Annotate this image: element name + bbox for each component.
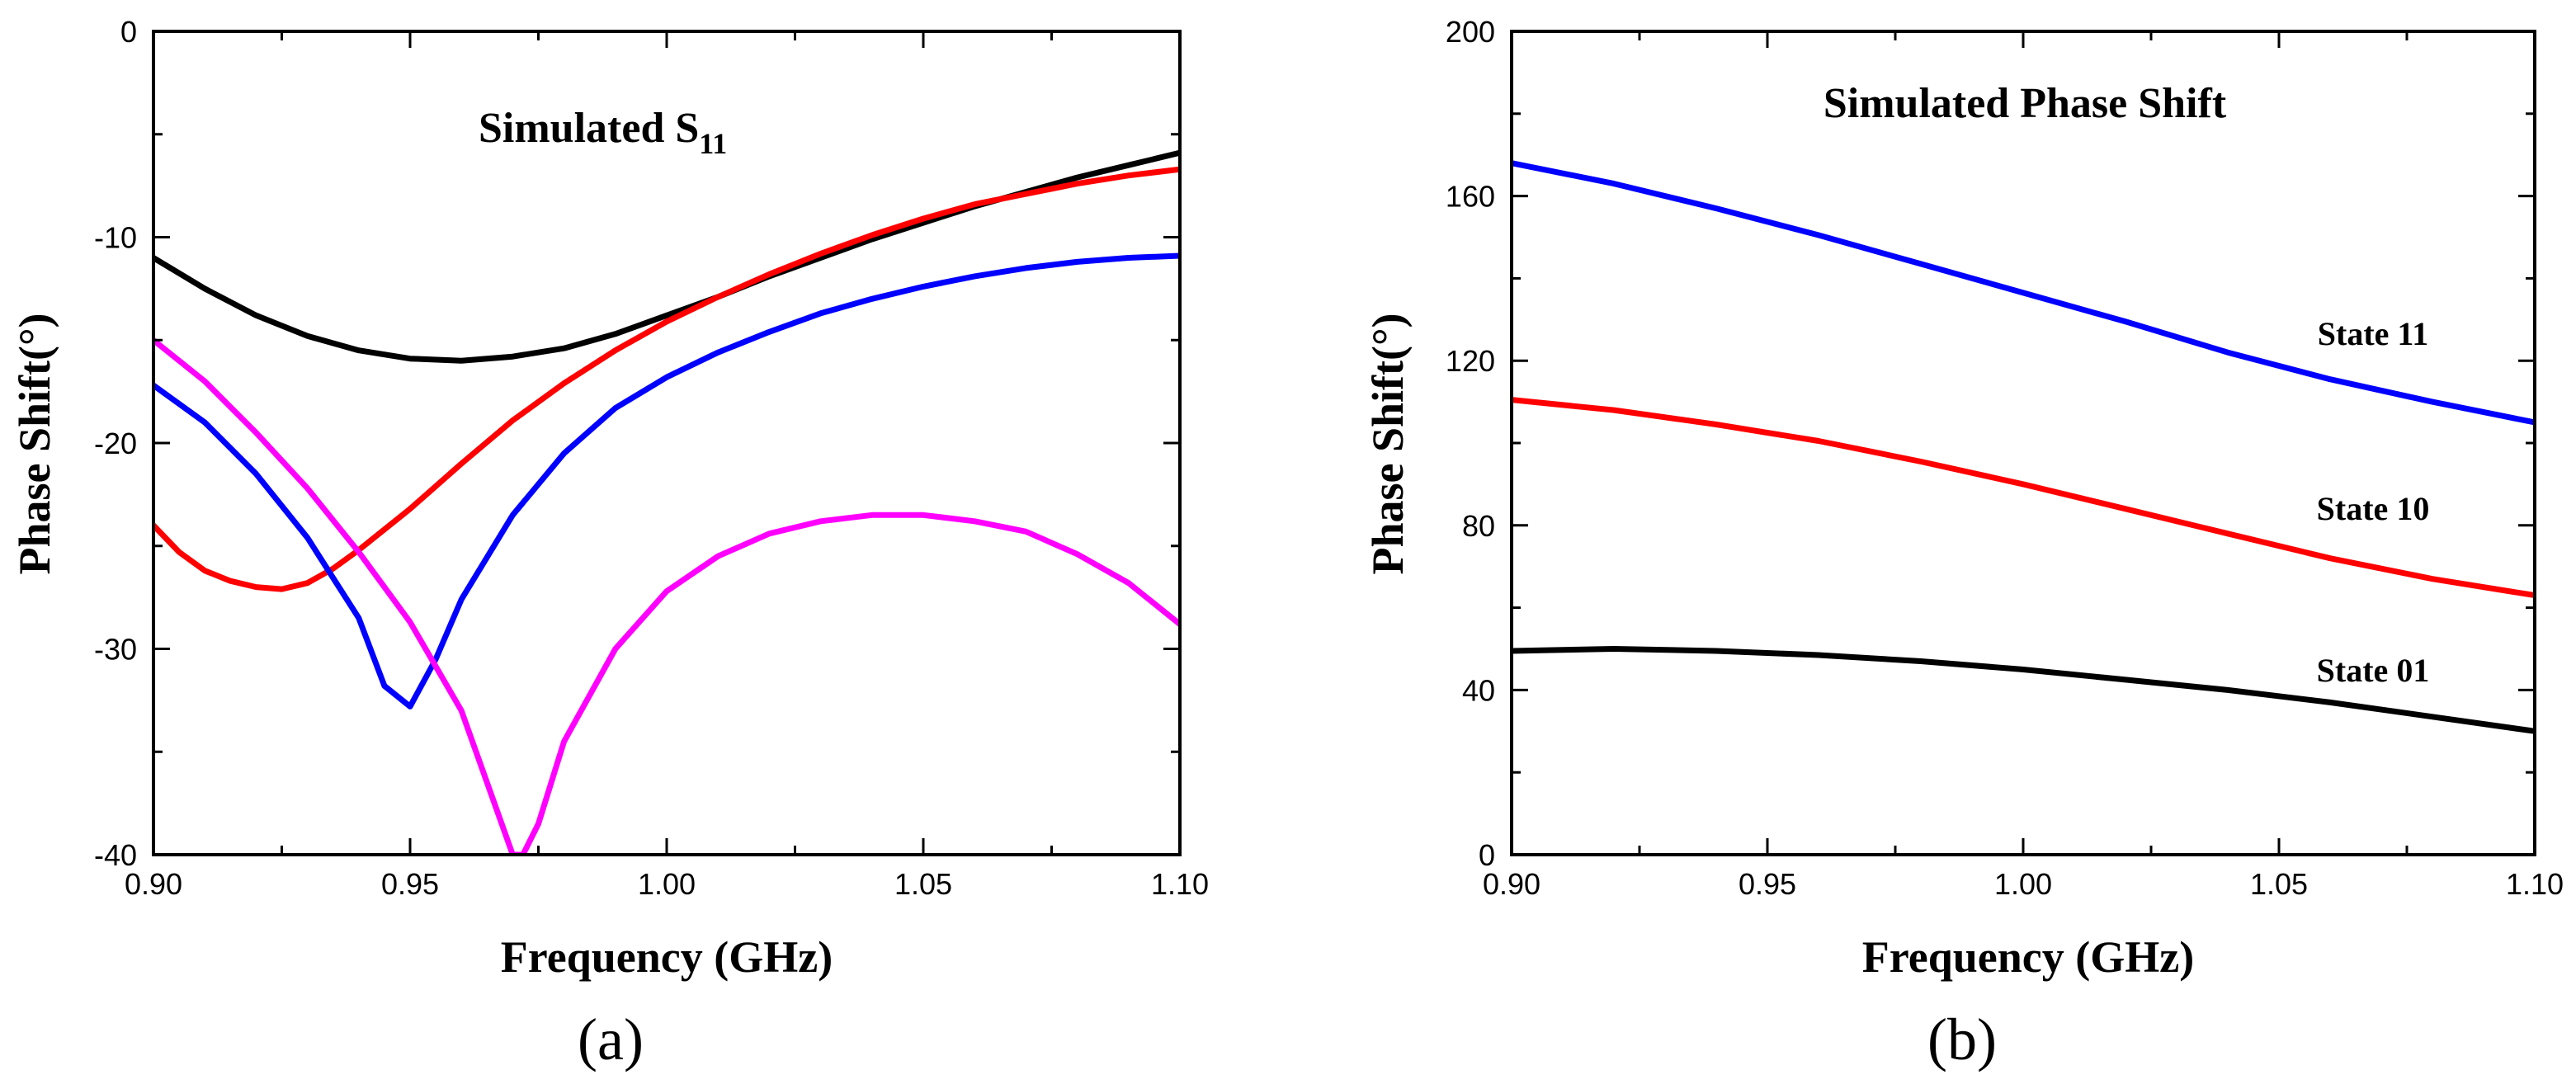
panel-b-y-tick-label: 0 xyxy=(1479,838,1495,872)
state-01-label: State 01 xyxy=(2317,652,2430,689)
panel-b-label: (b) xyxy=(1927,1006,1997,1072)
state-10-label: State 10 xyxy=(2317,490,2430,527)
panel-a-y-tick-label: 0 xyxy=(120,15,137,49)
panel-a-x-axis-title: Frequency (GHz) xyxy=(501,932,833,982)
panel-b-y-axis-title: Phase Shift(°) xyxy=(1363,313,1413,574)
panel-a-plot-area: 0.90 0.95 1.00 1.05 1.10 -40 -30 -20 -10 0 xyxy=(94,15,1209,901)
panel-b-y-tick-label: 40 xyxy=(1462,673,1495,707)
panel-b-x-tick-label: 1.00 xyxy=(1994,867,2052,901)
panel-b-series-state-11-line xyxy=(1512,160,2535,426)
panel-a-label: (a) xyxy=(578,1006,644,1072)
panel-b-series-state-10-line xyxy=(1512,397,2535,599)
panel-a-series-4-line xyxy=(153,337,1180,855)
panel-b-x-tick-label: 0.95 xyxy=(1739,867,1796,901)
panel-a-x-tick-label: 0.95 xyxy=(381,867,439,901)
panel-b-x-tick-label: 1.10 xyxy=(2506,867,2564,901)
panel-a-title: Simulated S11 xyxy=(479,105,727,160)
panel-a-series-3-line xyxy=(153,252,1180,710)
panel-a-x-tick-label: 0.90 xyxy=(125,867,182,901)
panel-a-y-axis-title: Phase Shift(°) xyxy=(10,313,59,574)
panel-a-axes-frame xyxy=(152,30,1182,856)
panel-b-y-tick-label: 120 xyxy=(1446,344,1495,378)
panel-b-y-tick-label: 200 xyxy=(1446,15,1495,49)
panel-a-series-1-line xyxy=(153,149,1180,364)
panel-a-chart: 0.90 0.95 1.00 1.05 1.10 -40 -30 -20 -10 0 Simula… xyxy=(10,15,1209,1072)
panel-a-y-tick-label: -40 xyxy=(94,838,137,872)
panel-a-x-tick-label: 1.05 xyxy=(894,867,952,901)
panel-b-y-tick-label: 80 xyxy=(1462,509,1495,543)
panel-a-x-tick-label: 1.00 xyxy=(638,867,696,901)
panel-a-y-tick-label: -30 xyxy=(94,633,137,667)
panel-b-chart: 0.90 0.95 1.00 1.05 1.10 0 40 80 120 160 200 Simul… xyxy=(1363,15,2564,1072)
panel-a-series-2-line xyxy=(153,166,1180,592)
panel-b-plot-area: 0.90 0.95 1.00 1.05 1.10 0 40 80 120 160 200 xyxy=(1446,15,2564,901)
state-11-label: State 11 xyxy=(2318,315,2428,352)
panel-a-y-tick-label: -20 xyxy=(94,427,137,460)
panel-b-y-tick-label: 160 xyxy=(1446,180,1495,214)
panel-a-y-tick-label: -10 xyxy=(94,221,137,255)
panel-b-title: Simulated Phase Shift xyxy=(1823,80,2227,127)
panel-a-x-tick-label: 1.10 xyxy=(1151,867,1209,901)
panel-b-x-axis-title: Frequency (GHz) xyxy=(1862,932,2194,982)
panel-b-x-tick-label: 0.90 xyxy=(1483,867,1540,901)
panel-b-axes-frame xyxy=(1510,30,2536,856)
panel-b-series-state-01-line xyxy=(1512,646,2535,734)
panel-b-x-tick-label: 1.05 xyxy=(2250,867,2308,901)
